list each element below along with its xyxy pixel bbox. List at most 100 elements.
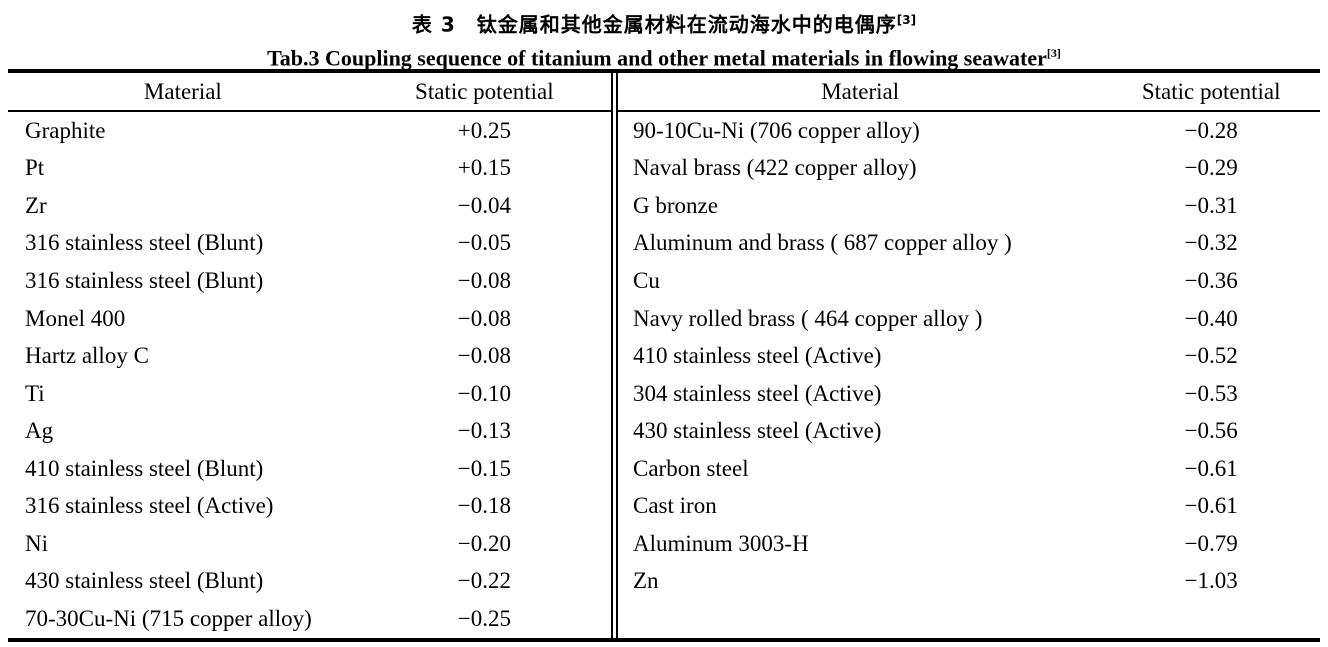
table-row: 316 stainless steel (Blunt) −0.08: [8, 262, 611, 300]
left-material-header: Material: [143, 78, 222, 104]
static-potential-cell: −0.04: [457, 192, 511, 218]
static-potential-cell: −1.03: [1184, 568, 1238, 594]
material-cell: Ni: [25, 530, 48, 556]
material-cell: Graphite: [25, 117, 106, 143]
material-cell: Cu: [633, 267, 660, 293]
left-static-potential-header: Static potential: [415, 78, 554, 104]
static-potential-cell: −0.32: [1184, 230, 1238, 256]
static-potential-cell: −0.53: [1184, 380, 1238, 406]
table-row: Ni −0.20: [8, 525, 611, 563]
table-row: Graphite +0.25: [8, 112, 611, 150]
material-cell: 316 stainless steel (Blunt): [25, 267, 264, 293]
citation-superscript-en: [3]: [1046, 45, 1061, 60]
material-cell: Aluminum 3003-H: [633, 530, 809, 556]
table-row: Aluminum and brass ( 687 copper alloy ) −…: [618, 225, 1320, 263]
right-header-row: Material Static potential: [618, 73, 1320, 112]
material-cell: Ag: [25, 418, 54, 444]
static-potential-cell: −0.20: [457, 530, 511, 556]
static-potential-cell: −0.08: [457, 305, 511, 331]
static-potential-cell: −0.15: [457, 455, 511, 481]
static-potential-cell: −0.08: [457, 267, 511, 293]
citation-superscript-zh: [3]: [896, 13, 917, 27]
static-potential-cell: −0.56: [1184, 418, 1238, 444]
table-caption-en: Tab.3 Coupling sequence of titanium and …: [0, 40, 1328, 71]
table-row: 430 stainless steel (Blunt) −0.22: [8, 563, 611, 601]
table-row: 430 stainless steel (Active) −0.56: [618, 412, 1320, 450]
table-row: Aluminum 3003-H −0.79: [618, 525, 1320, 563]
static-potential-cell: −0.52: [1184, 343, 1238, 369]
material-cell: Monel 400: [25, 305, 126, 331]
static-potential-cell: −0.61: [1184, 455, 1238, 481]
static-potential-cell: −0.05: [457, 230, 511, 256]
table-row: 304 stainless steel (Active) −0.53: [618, 375, 1320, 413]
static-potential-cell: −0.36: [1184, 267, 1238, 293]
static-potential-cell: +0.15: [457, 155, 511, 181]
static-potential-cell: −0.08: [457, 343, 511, 369]
right-material-header: Material: [821, 78, 900, 104]
table-row: Hartz alloy C −0.08: [8, 337, 611, 375]
table-row: G bronze −0.31: [618, 187, 1320, 225]
material-cell: 410 stainless steel (Blunt): [25, 455, 264, 481]
table-row: 410 stainless steel (Active) −0.52: [618, 337, 1320, 375]
right-static-potential-header: Static potential: [1141, 78, 1281, 104]
material-cell: 70-30Cu-Ni (715 copper alloy): [25, 605, 312, 631]
table-row: Ag −0.13: [8, 412, 611, 450]
material-cell: 316 stainless steel (Blunt): [25, 230, 264, 256]
material-cell: 410 stainless steel (Active): [633, 343, 882, 369]
table-row: Carbon steel −0.61: [618, 450, 1320, 488]
table-caption-zh-text: 表 3 钛金属和其他金属材料在流动海水中的电偶序: [411, 12, 897, 37]
table-row: 70-30Cu-Ni (715 copper alloy) −0.25: [8, 600, 611, 638]
table-row: Zr −0.04: [8, 187, 611, 225]
left-table-body: Graphite +0.25 Pt +0.15 Zr −0.04 316 stainless…: [8, 112, 611, 638]
table-left-half: Material Static potential Graphite +0.25 P…: [8, 73, 611, 638]
table-row: 316 stainless steel (Active) −0.18: [8, 487, 611, 525]
static-potential-cell: −0.25: [457, 605, 511, 631]
static-potential-cell: −0.22: [457, 568, 511, 594]
material-cell: Navy rolled brass ( 464 copper alloy ): [633, 305, 983, 331]
table-row: Ti −0.10: [8, 375, 611, 413]
material-cell: Pt: [25, 155, 45, 181]
material-cell: Zr: [25, 192, 47, 218]
table-caption-zh: 表 3 钛金属和其他金属材料在流动海水中的电偶序[3]: [0, 0, 1328, 38]
static-potential-cell: −0.40: [1184, 305, 1238, 331]
material-cell: 316 stainless steel (Active): [25, 493, 274, 519]
material-cell: Carbon steel: [633, 455, 749, 481]
table-row: Monel 400 −0.08: [8, 300, 611, 338]
static-potential-cell: −0.18: [457, 493, 511, 519]
material-cell: Hartz alloy C: [25, 343, 149, 369]
material-cell: 304 stainless steel (Active): [633, 380, 882, 406]
table-row: Cu −0.36: [618, 262, 1320, 300]
table-row: Naval brass (422 copper alloy) −0.29: [618, 150, 1320, 188]
material-cell: Cast iron: [633, 493, 717, 519]
material-cell: Ti: [25, 380, 45, 406]
material-cell: 90-10Cu-Ni (706 copper alloy): [633, 117, 920, 143]
table-row: Navy rolled brass ( 464 copper alloy ) −0…: [618, 300, 1320, 338]
left-header-row: Material Static potential: [8, 73, 611, 112]
static-potential-cell: −0.31: [1184, 192, 1238, 218]
material-cell: 430 stainless steel (Blunt): [25, 568, 264, 594]
table-caption-en-text: Tab.3 Coupling sequence of titanium and …: [267, 44, 1047, 70]
static-potential-cell: −0.79: [1184, 530, 1238, 556]
static-potential-cell: −0.13: [457, 418, 511, 444]
material-cell: G bronze: [633, 192, 718, 218]
table-row: 90-10Cu-Ni (706 copper alloy) −0.28: [618, 112, 1320, 150]
static-potential-cell: +0.25: [457, 117, 511, 143]
table-row: 316 stainless steel (Blunt) −0.05: [8, 225, 611, 263]
right-table-body: 90-10Cu-Ni (706 copper alloy) −0.28 Naval …: [618, 112, 1320, 600]
static-potential-cell: −0.61: [1184, 493, 1238, 519]
static-potential-cell: −0.28: [1184, 117, 1238, 143]
static-potential-cell: −0.10: [457, 380, 511, 406]
table-right-half: Material Static potential 90-10Cu-Ni (70…: [618, 73, 1320, 638]
static-potential-cell: −0.29: [1184, 155, 1238, 181]
material-cell: Naval brass (422 copper alloy): [633, 155, 917, 181]
coupling-sequence-table: Material Static potential Graphite +0.25 P…: [8, 69, 1320, 642]
column-divider-double-rule: [611, 73, 618, 638]
table-row: Pt +0.15: [8, 150, 611, 188]
material-cell: Aluminum and brass ( 687 copper alloy ): [633, 230, 1012, 256]
table-row: Zn −1.03: [618, 563, 1320, 601]
material-cell: Zn: [633, 568, 659, 594]
material-cell: 430 stainless steel (Active): [633, 418, 882, 444]
table-row: Cast iron −0.61: [618, 487, 1320, 525]
table-row: 410 stainless steel (Blunt) −0.15: [8, 450, 611, 488]
